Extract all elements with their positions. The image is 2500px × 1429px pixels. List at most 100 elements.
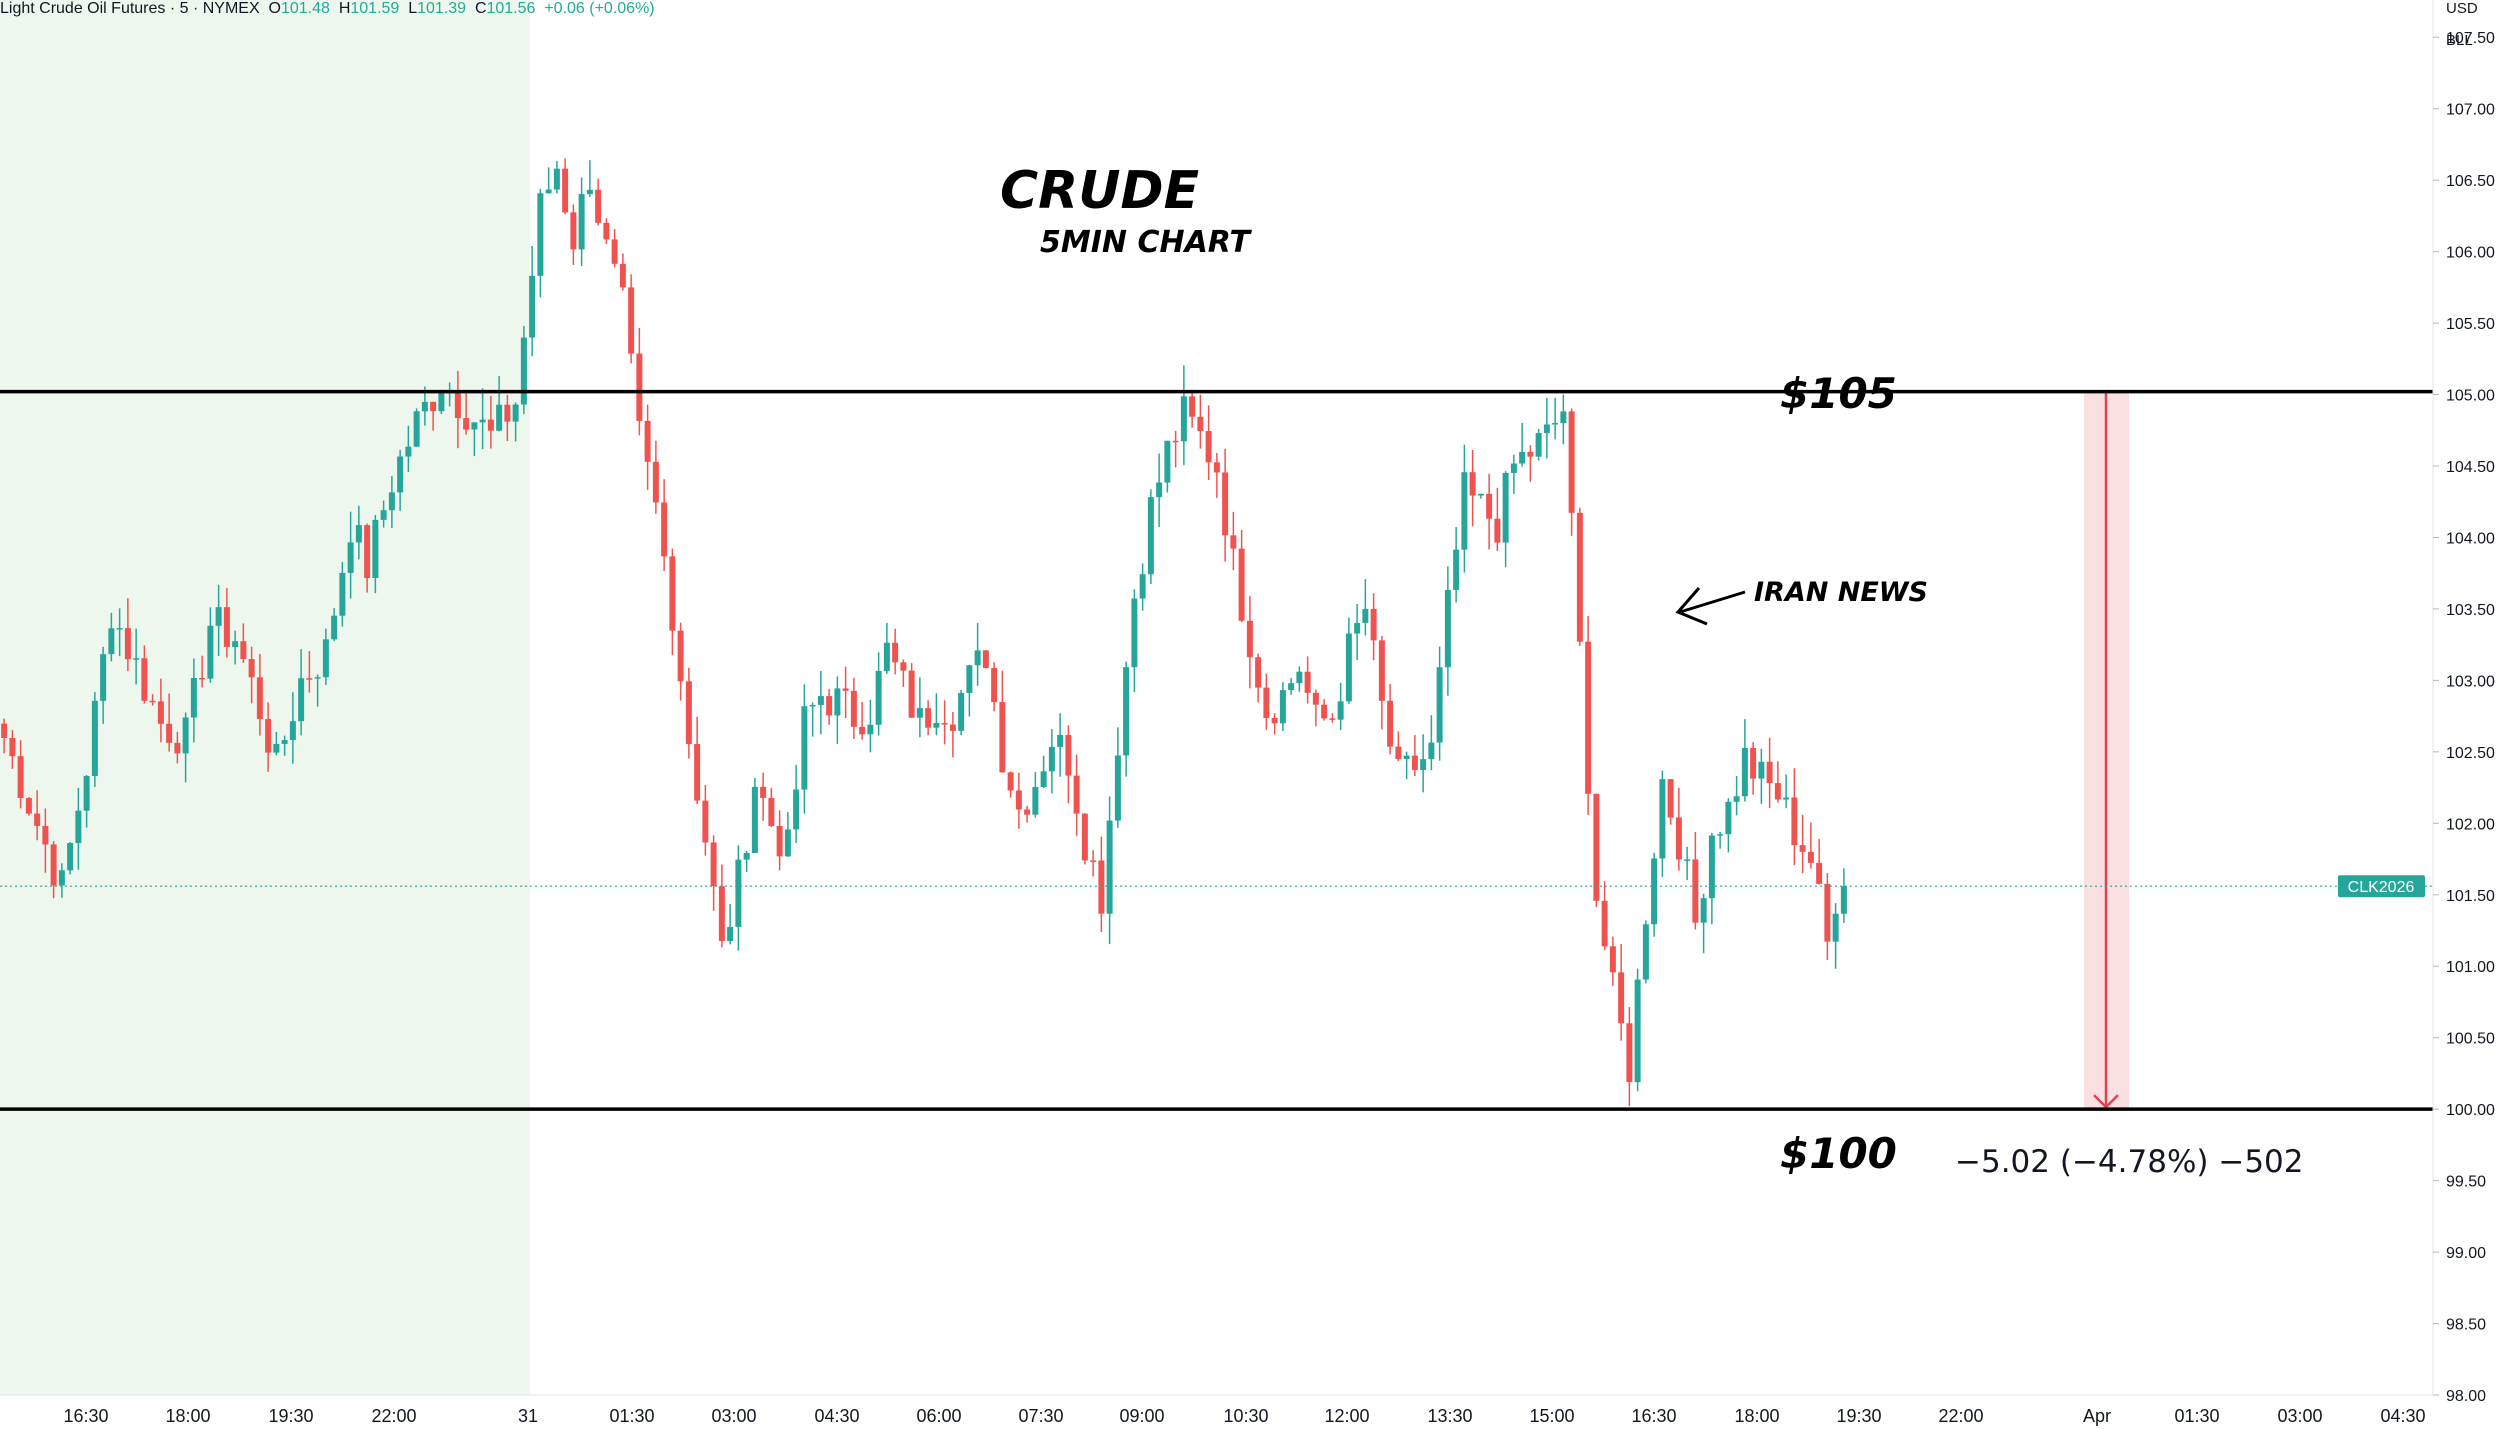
- arrow-down-icon: [2093, 1094, 2119, 1109]
- candle-body: [553, 168, 560, 190]
- candle: [1527, 445, 1534, 482]
- candle: [331, 608, 338, 641]
- candle: [768, 787, 775, 827]
- candle-body: [166, 723, 173, 743]
- candle: [1568, 408, 1575, 536]
- candle: [149, 694, 156, 706]
- candle: [1147, 489, 1154, 585]
- candle: [471, 422, 478, 456]
- candle-body: [685, 681, 692, 745]
- candle: [850, 677, 857, 739]
- candle: [1288, 677, 1295, 695]
- legend-header[interactable]: Light Crude Oil Futures · 5 · NYMEX O101…: [0, 0, 655, 20]
- candle: [67, 842, 74, 875]
- candle: [1180, 365, 1187, 466]
- candle-body: [1783, 797, 1790, 800]
- candle: [1700, 893, 1707, 954]
- candle-body: [958, 692, 965, 731]
- candle: [281, 735, 288, 756]
- candle: [710, 835, 717, 911]
- candle-body: [1296, 671, 1303, 684]
- candle: [603, 218, 610, 245]
- candle: [553, 160, 560, 194]
- candle: [793, 764, 800, 843]
- candle-body: [925, 708, 932, 728]
- candle: [1494, 487, 1501, 551]
- candle: [537, 188, 544, 298]
- arrow-icon: [1675, 587, 1746, 626]
- candle: [182, 712, 189, 783]
- candle: [1403, 751, 1410, 780]
- candle: [892, 628, 899, 675]
- candle-body: [1642, 924, 1649, 980]
- candle-body: [710, 842, 717, 887]
- candle-body: [1123, 667, 1130, 756]
- candle-body: [42, 825, 49, 845]
- time-axis[interactable]: 16:30 18:00 19:30 22:00 31 01:30 03:00 04:30 06:…: [0, 1394, 2433, 1429]
- candle-body: [1024, 809, 1031, 815]
- candle: [1090, 850, 1097, 877]
- candle-body: [1057, 734, 1064, 747]
- price-axis[interactable]: 98.00 98.50 99.00 99.50 100.00 100.50 101.00 10…: [2432, 0, 2500, 1429]
- candle: [1222, 448, 1229, 562]
- candle: [1296, 666, 1303, 692]
- candle-body: [941, 722, 948, 725]
- currency-label[interactable]: USD: [2446, 0, 2478, 17]
- candle: [355, 505, 362, 560]
- unit-label[interactable]: BLL: [2446, 32, 2473, 49]
- candle-body: [1065, 734, 1072, 776]
- candle: [1238, 529, 1245, 623]
- candle-body: [1519, 451, 1526, 464]
- candle: [694, 716, 701, 804]
- candle-body: [1387, 700, 1394, 747]
- candle-body: [1535, 433, 1542, 457]
- x-tick-label: 04:30: [814, 1406, 859, 1426]
- candle-body: [1750, 748, 1757, 779]
- candle-body: [1139, 574, 1146, 599]
- candle-body: [397, 456, 404, 493]
- x-tick-label: Apr: [2083, 1406, 2111, 1426]
- y-tick-label: 101.00: [2446, 959, 2495, 976]
- candle: [215, 584, 222, 657]
- y-tick-label: 101.50: [2446, 888, 2495, 905]
- candle: [925, 700, 932, 736]
- candle-body: [199, 677, 206, 680]
- candle-body: [1609, 946, 1616, 973]
- candle-body: [875, 670, 882, 725]
- candle: [545, 167, 552, 194]
- candle-body: [859, 726, 866, 735]
- candle: [1048, 729, 1055, 794]
- candle-body: [1807, 851, 1814, 863]
- candle-body: [405, 446, 412, 457]
- candle-body: [751, 786, 758, 854]
- candle-body: [611, 239, 618, 264]
- candle: [900, 659, 907, 687]
- candle-body: [1741, 748, 1748, 797]
- candle-body: [1659, 779, 1666, 859]
- candle-body: [1370, 608, 1377, 641]
- candle-body: [908, 670, 915, 718]
- measure-tool[interactable]: [2084, 391, 2129, 1110]
- candle: [520, 325, 527, 414]
- candle-body: [842, 688, 849, 691]
- annotations: CRUDE 5MIN CHART $105 $100 IRAN NEWS −5.…: [1000, 161, 2304, 1180]
- candle: [809, 702, 816, 737]
- candle: [1172, 430, 1179, 468]
- open-label: O: [268, 0, 281, 17]
- candle-body: [256, 677, 263, 719]
- candle: [1510, 454, 1517, 494]
- candle-body: [364, 525, 371, 578]
- candle: [999, 670, 1006, 773]
- candle: [339, 561, 346, 627]
- candle-body: [248, 659, 255, 678]
- candle: [322, 628, 329, 685]
- x-tick-label: 04:30: [2380, 1406, 2425, 1426]
- candles[interactable]: [1, 158, 1847, 1107]
- candle-body: [595, 189, 602, 223]
- candle-body: [1156, 482, 1163, 498]
- candle: [735, 845, 742, 951]
- candle: [1477, 493, 1484, 499]
- candle: [1040, 755, 1047, 788]
- high-label: H: [338, 0, 351, 17]
